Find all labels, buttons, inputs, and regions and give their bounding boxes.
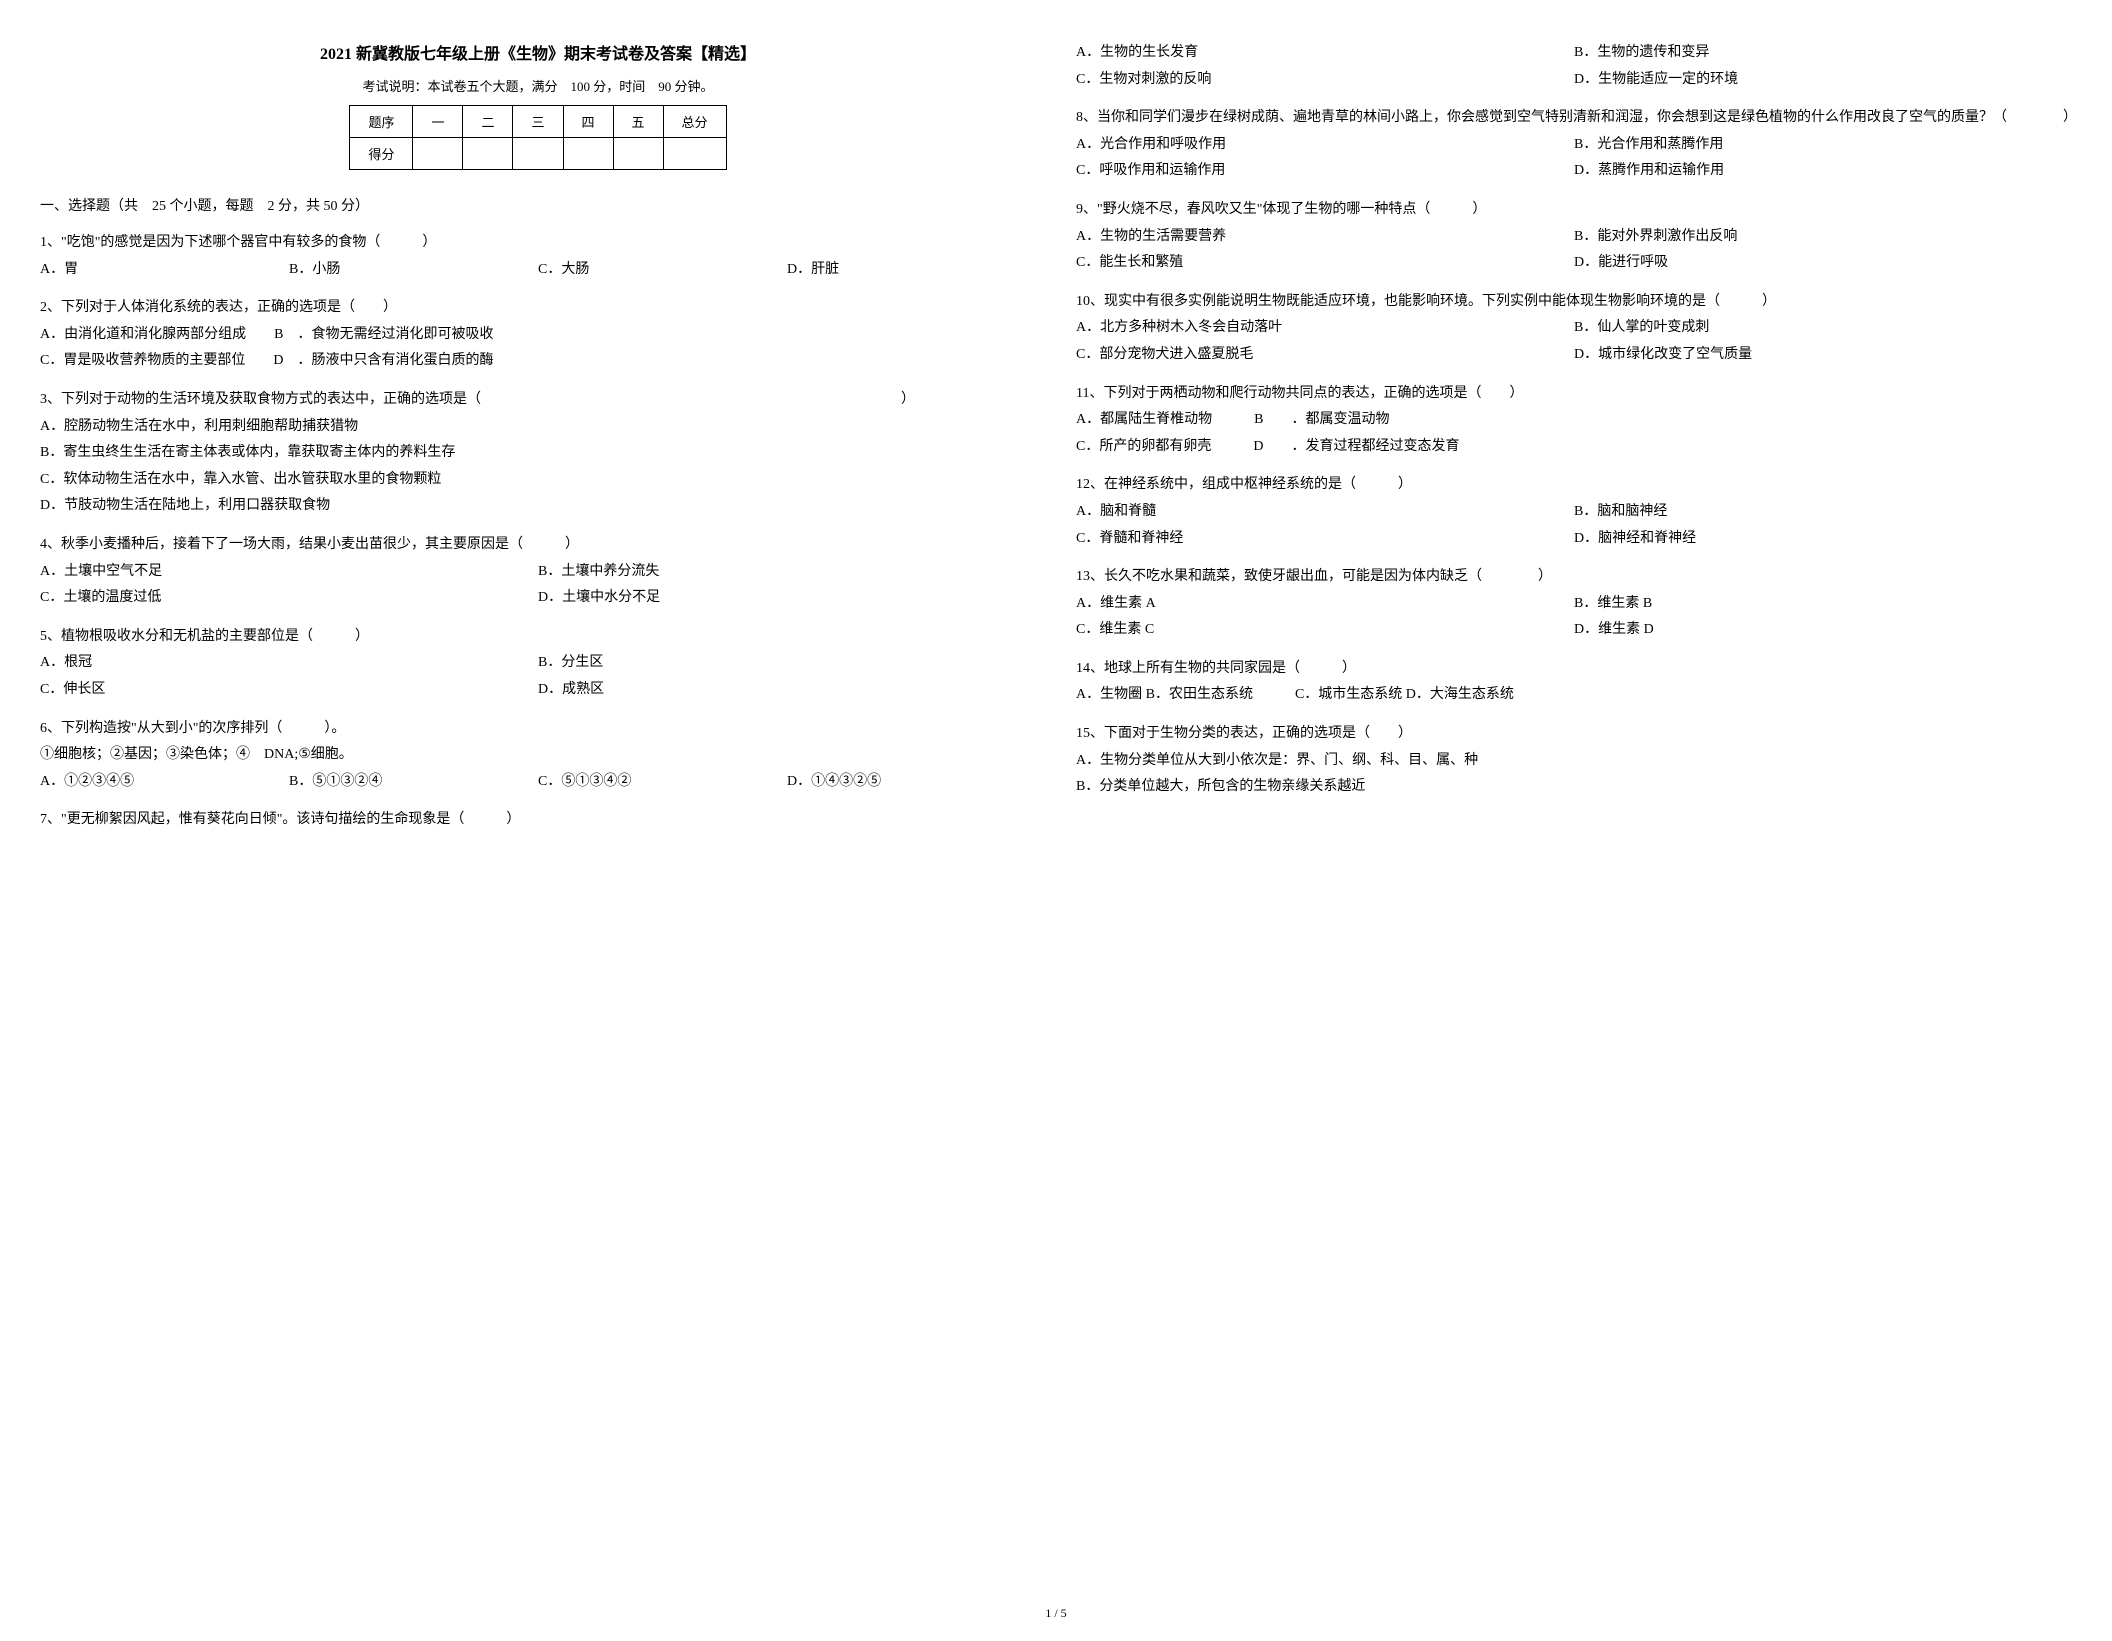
- option: C．所产的卵都有卵壳 D ．发育过程都经过变态发育: [1076, 434, 2072, 461]
- option: C．伸长区: [40, 677, 538, 704]
- question-10: 10、现实中有很多实例能说明生物既能适应环境，也能影响环境。下列实例中能体现生物…: [1076, 289, 2072, 369]
- option: A．生物圈 B．农田生态系统 C．城市生态系统 D．大海生态系统: [1076, 682, 2072, 709]
- question-14: 14、地球上所有生物的共同家园是（ ） A．生物圈 B．农田生态系统 C．城市生…: [1076, 656, 2072, 709]
- question-4: 4、秋季小麦播种后，接着下了一场大雨，结果小麦出苗很少，其主要原因是（ ） A．…: [40, 532, 1036, 612]
- question-6: 6、下列构造按"从大到小"的次序排列（ ）。 ①细胞核；②基因；③染色体；④ D…: [40, 716, 1036, 796]
- score-cell: [663, 138, 726, 170]
- option: A．①②③④⑤: [40, 769, 289, 796]
- option: B．光合作用和蒸腾作用: [1574, 132, 2072, 159]
- option: A．生物的生长发育: [1076, 40, 1574, 67]
- option: B．维生素 B: [1574, 591, 2072, 618]
- option: D．成熟区: [538, 677, 1036, 704]
- option: C．能生长和繁殖: [1076, 250, 1574, 277]
- option: C．部分宠物犬进入盛夏脱毛: [1076, 342, 1574, 369]
- option: A．光合作用和呼吸作用: [1076, 132, 1574, 159]
- option: D．节肢动物生活在陆地上，利用口器获取食物: [40, 493, 1036, 520]
- option: D．肝脏: [787, 257, 1036, 284]
- table-header-row: 题序 一 二 三 四 五 总分: [350, 106, 726, 138]
- option: D．土壤中水分不足: [538, 585, 1036, 612]
- score-cell: [613, 138, 663, 170]
- question-3: 3、下列对于动物的生活环境及获取食物方式的表达中，正确的选项是（ ） A．腔肠动…: [40, 387, 1036, 520]
- question-8: 8、当你和同学们漫步在绿树成荫、遍地青草的林间小路上，你会感觉到空气特别清新和润…: [1076, 105, 2072, 185]
- question-13: 13、长久不吃水果和蔬菜，致使牙龈出血，可能是因为体内缺乏（ ） A．维生素 A…: [1076, 564, 2072, 644]
- score-cell: [513, 138, 563, 170]
- option: A．土壤中空气不足: [40, 559, 538, 586]
- score-table: 题序 一 二 三 四 五 总分 得分: [349, 105, 726, 170]
- option: D．①④③②⑤: [787, 769, 1036, 796]
- header-cell: 三: [513, 106, 563, 138]
- question-15: 15、下面对于生物分类的表达，正确的选项是（ ） A．生物分类单位从大到小依次是…: [1076, 721, 2072, 801]
- option: B．分生区: [538, 650, 1036, 677]
- option: A．胃: [40, 257, 289, 284]
- option: C．⑤①③④②: [538, 769, 787, 796]
- option: D．维生素 D: [1574, 617, 2072, 644]
- option: B．小肠: [289, 257, 538, 284]
- exam-title: 2021 新冀教版七年级上册《生物》期末考试卷及答案【精选】: [40, 40, 1036, 64]
- option: A．由消化道和消化腺两部分组成 B ．食物无需经过消化即可被吸收: [40, 322, 1036, 349]
- option: C．大肠: [538, 257, 787, 284]
- header-cell: 五: [613, 106, 663, 138]
- option: B．⑤①③②④: [289, 769, 538, 796]
- header-cell: 二: [463, 106, 513, 138]
- option: C．软体动物生活在水中，靠入水管、出水管获取水里的食物颗粒: [40, 467, 1036, 494]
- option: A．根冠: [40, 650, 538, 677]
- question-1: 1、"吃饱"的感觉是因为下述哪个器官中有较多的食物（ ） A．胃 B．小肠 C．…: [40, 230, 1036, 283]
- question-7-options: A．生物的生长发育 B．生物的遗传和变异 C．生物对刺激的反响 D．生物能适应一…: [1076, 40, 2072, 93]
- option: B．仙人掌的叶变成刺: [1574, 315, 2072, 342]
- option: B．生物的遗传和变异: [1574, 40, 2072, 67]
- option: A．北方多种树木入冬会自动落叶: [1076, 315, 1574, 342]
- option: D．城市绿化改变了空气质量: [1574, 342, 2072, 369]
- option: D．蒸腾作用和运输作用: [1574, 158, 2072, 185]
- option: D．生物能适应一定的环境: [1574, 67, 2072, 94]
- option: C．胃是吸收营养物质的主要部位 D ．肠液中只含有消化蛋白质的酶: [40, 348, 1036, 375]
- score-cell: [463, 138, 513, 170]
- option: A．腔肠动物生活在水中，利用刺细胞帮助捕获猎物: [40, 414, 1036, 441]
- option: C．脊髓和脊神经: [1076, 526, 1574, 553]
- option: A．生物的生活需要营养: [1076, 224, 1574, 251]
- option: C．土壤的温度过低: [40, 585, 538, 612]
- header-cell: 总分: [663, 106, 726, 138]
- question-2: 2、下列对于人体消化系统的表达，正确的选项是（ ） A．由消化道和消化腺两部分组…: [40, 295, 1036, 375]
- sub-text: ①细胞核；②基因；③染色体；④ DNA;⑤细胞。: [40, 742, 1036, 769]
- header-cell: 一: [413, 106, 463, 138]
- question-7: 7、"更无柳絮因风起，惟有葵花向日倾"。该诗句描绘的生命现象是（ ）: [40, 807, 1036, 834]
- page-number: 1 / 5: [1045, 1606, 1066, 1621]
- option: C．生物对刺激的反响: [1076, 67, 1574, 94]
- option: D．脑神经和脊神经: [1574, 526, 2072, 553]
- section-heading: 一、选择题（共 25 个小题，每题 2 分，共 50 分）: [40, 195, 1036, 215]
- option: B．分类单位越大，所包含的生物亲缘关系越近: [1076, 774, 2072, 801]
- question-9: 9、"野火烧不尽，春风吹又生"体现了生物的哪一种特点（ ） A．生物的生活需要营…: [1076, 197, 2072, 277]
- option: A．都属陆生脊椎动物 B ．都属变温动物: [1076, 407, 2072, 434]
- left-column: 2021 新冀教版七年级上册《生物》期末考试卷及答案【精选】 考试说明：本试卷五…: [40, 40, 1036, 846]
- question-11: 11、下列对于两栖动物和爬行动物共同点的表达，正确的选项是（ ） A．都属陆生脊…: [1076, 381, 2072, 461]
- header-cell: 题序: [350, 106, 413, 138]
- question-12: 12、在神经系统中，组成中枢神经系统的是（ ） A．脑和脊髓 B．脑和脑神经 C…: [1076, 472, 2072, 552]
- score-cell: [563, 138, 613, 170]
- right-column: A．生物的生长发育 B．生物的遗传和变异 C．生物对刺激的反响 D．生物能适应一…: [1076, 40, 2072, 846]
- option: D．能进行呼吸: [1574, 250, 2072, 277]
- score-cell: [413, 138, 463, 170]
- exam-info: 考试说明：本试卷五个大题，满分 100 分，时间 90 分钟。: [40, 76, 1036, 95]
- header-cell: 四: [563, 106, 613, 138]
- option: B．土壤中养分流失: [538, 559, 1036, 586]
- option: A．维生素 A: [1076, 591, 1574, 618]
- option: A．生物分类单位从大到小依次是：界、门、纲、科、目、属、种: [1076, 748, 2072, 775]
- option: B．寄生虫终生生活在寄主体表或体内，靠获取寄主体内的养料生存: [40, 440, 1036, 467]
- table-score-row: 得分: [350, 138, 726, 170]
- option: A．脑和脊髓: [1076, 499, 1574, 526]
- row-label: 得分: [350, 138, 413, 170]
- option: C．维生素 C: [1076, 617, 1574, 644]
- option: B．能对外界刺激作出反响: [1574, 224, 2072, 251]
- option: B．脑和脑神经: [1574, 499, 2072, 526]
- option: C．呼吸作用和运输作用: [1076, 158, 1574, 185]
- question-5: 5、植物根吸收水分和无机盐的主要部位是（ ） A．根冠 B．分生区 C．伸长区 …: [40, 624, 1036, 704]
